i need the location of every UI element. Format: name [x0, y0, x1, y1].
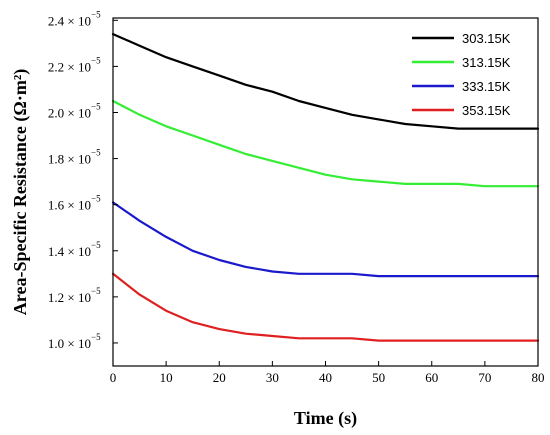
series-line-3: [111, 272, 540, 342]
y-tick-exponent-0: −5: [91, 332, 101, 342]
x-tick-label-8: 80: [532, 370, 545, 385]
y-tick-exponent-5: −5: [91, 101, 101, 111]
legend-label-2: 333.15K: [462, 79, 511, 94]
y-tick-label-5: 2.0 × 10: [48, 105, 91, 120]
series-line-1: [111, 99, 540, 188]
x-tick-label-1: 10: [160, 370, 173, 385]
x-tick-label-6: 60: [425, 370, 438, 385]
y-tick-label-3: 1.6 × 10: [48, 198, 91, 213]
y-tick-exponent-6: −5: [91, 55, 101, 65]
legend-label-1: 313.15K: [462, 55, 511, 70]
series-line-0: [111, 32, 540, 130]
legend-label-3: 353.15K: [462, 103, 511, 118]
x-tick-label-7: 70: [478, 370, 491, 385]
x-tick-label-3: 30: [266, 370, 279, 385]
y-axis-title: Area-Specific Resistance (Ω·m²): [10, 69, 31, 315]
y-tick-exponent-3: −5: [91, 194, 101, 204]
plot-frame: [112, 17, 539, 367]
plot-area: [111, 32, 540, 342]
x-tick-label-5: 50: [372, 370, 385, 385]
y-tick-exponent-7: −5: [91, 9, 101, 19]
x-tick-label-4: 40: [319, 370, 332, 385]
y-tick-exponent-2: −5: [91, 240, 101, 250]
y-tick-label-1: 1.2 × 10: [48, 290, 91, 305]
legend: 303.15K 313.15K 333.15K 353.15K: [412, 31, 511, 118]
legend-label-0: 303.15K: [462, 31, 511, 46]
y-tick-exponent-4: −5: [91, 148, 101, 158]
y-tick-exponent-1: −5: [91, 286, 101, 296]
x-tick-label-2: 20: [213, 370, 226, 385]
x-tick-label-0: 0: [110, 370, 117, 385]
x-axis-title: Time (s): [294, 408, 357, 429]
y-tick-label-7: 2.4 × 10: [48, 13, 91, 28]
series-line-2: [111, 201, 540, 278]
y-tick-label-6: 2.2 × 10: [48, 59, 91, 74]
y-tick-label-2: 1.4 × 10: [48, 244, 91, 259]
axes: 0 10 20 30 40 50 60 70 801.0 × 10 −51.2 × 10 −51.4…: [48, 9, 545, 385]
y-tick-label-0: 1.0 × 10: [48, 336, 91, 351]
y-tick-label-4: 1.8 × 10: [48, 152, 91, 167]
